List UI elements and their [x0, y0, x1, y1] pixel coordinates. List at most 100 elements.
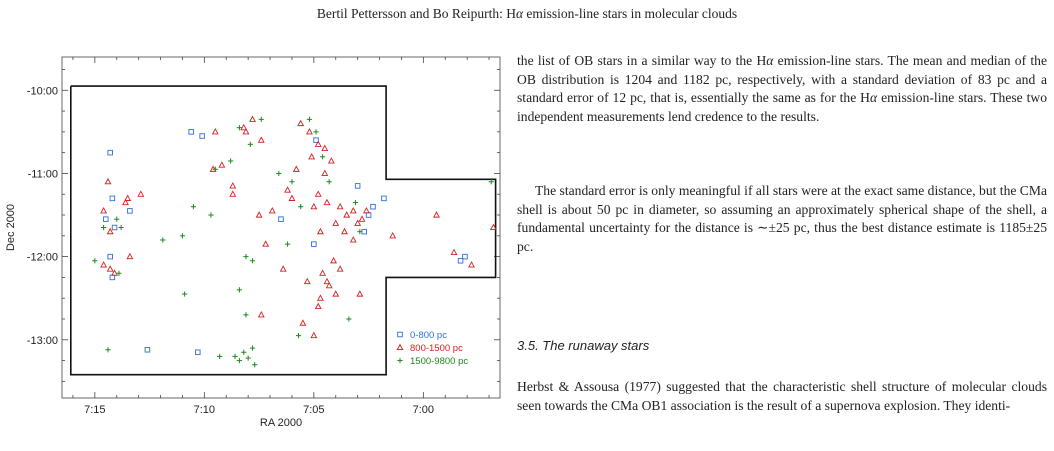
x-tick-label: 7:05 — [303, 404, 324, 416]
legend-label: 1500-9800 pc — [410, 356, 468, 367]
data-points — [92, 115, 497, 368]
data-point — [352, 199, 359, 206]
p1-part-c: emission-line stars. These two independe… — [517, 90, 1048, 124]
data-point — [361, 228, 367, 235]
series-triangle — [100, 115, 497, 339]
axis-labels: 7:15 7:10 7:05 7:00 -10:00 -11:00 -12:00 -13:00… — [5, 85, 434, 429]
legend-marker — [396, 343, 404, 351]
data-point — [211, 128, 219, 135]
plot-frame — [61, 56, 501, 399]
data-point — [468, 261, 475, 268]
data-point — [349, 236, 357, 243]
data-point — [327, 157, 335, 164]
data-point — [122, 198, 129, 206]
data-point — [354, 219, 362, 226]
data-point — [433, 211, 440, 218]
data-point — [306, 116, 313, 122]
data-point — [195, 349, 201, 356]
data-point — [268, 207, 276, 214]
data-point — [332, 219, 340, 226]
data-point — [308, 152, 316, 160]
data-point — [240, 123, 248, 131]
legend-marker — [397, 331, 403, 338]
data-point — [320, 154, 326, 160]
data-point — [144, 347, 151, 353]
header-title-post: emission-line stars in molecular clouds — [523, 6, 738, 21]
data-point — [243, 312, 249, 318]
data-point — [111, 224, 118, 231]
data-point — [107, 149, 113, 156]
p1-alpha: α — [766, 53, 774, 68]
data-point — [314, 140, 322, 147]
legend: 0-800 pc 800-1500 pc 1500-9800 pc — [396, 330, 468, 367]
data-point — [109, 195, 116, 202]
data-point — [323, 277, 331, 285]
data-point — [292, 165, 300, 172]
data-point — [279, 265, 287, 272]
legend-label: 0-800 pc — [410, 330, 447, 341]
data-point — [356, 290, 364, 297]
data-point — [228, 158, 234, 164]
data-point — [100, 207, 108, 214]
data-point — [255, 211, 263, 218]
data-point — [321, 169, 329, 176]
data-point — [236, 125, 242, 131]
x-tick-label: 7:00 — [413, 404, 434, 416]
data-point — [323, 198, 331, 206]
data-point — [316, 227, 324, 235]
data-point — [236, 287, 242, 293]
x-tick-label: 7:15 — [84, 404, 105, 416]
data-point — [247, 141, 253, 147]
data-point — [188, 129, 194, 135]
header-title-pre: H — [506, 6, 516, 21]
survey-boundary-line — [70, 85, 497, 376]
data-point — [358, 215, 366, 222]
data-point — [243, 254, 249, 260]
data-point — [124, 194, 132, 201]
data-point — [218, 161, 226, 168]
p1-part-b: emission-line stars. The mean and median… — [517, 53, 1047, 105]
data-point — [314, 190, 322, 197]
data-point — [232, 353, 238, 360]
data-point — [298, 204, 304, 210]
data-point — [295, 333, 302, 339]
data-point — [229, 190, 237, 197]
data-point — [349, 207, 357, 214]
data-point — [332, 290, 340, 297]
data-point — [245, 355, 251, 361]
data-point — [118, 224, 124, 231]
data-point — [450, 248, 458, 256]
paragraph-1: the list of OB stars in a similar way to… — [517, 52, 1047, 126]
data-point — [103, 216, 109, 222]
header-authors: Bertil Pettersson and Bo Reipurth: — [316, 6, 503, 21]
data-point — [249, 115, 256, 122]
data-point — [105, 347, 111, 353]
legend-label: 800-1500 pc — [410, 343, 463, 354]
x-axis-label: RA 2000 — [260, 417, 302, 429]
data-point — [284, 186, 292, 193]
data-point — [276, 170, 282, 177]
data-point — [314, 302, 322, 310]
p1-part-a: the list of OB stars in a similar way to… — [517, 53, 767, 68]
data-point — [457, 258, 464, 264]
data-point — [92, 258, 98, 264]
data-point — [313, 129, 319, 135]
data-point — [330, 256, 338, 264]
data-point — [319, 269, 327, 276]
data-point — [126, 252, 134, 260]
data-point — [249, 345, 256, 351]
data-point — [289, 179, 295, 185]
plot-border — [61, 56, 501, 399]
data-point — [321, 144, 329, 152]
x-tick-label: 7:10 — [194, 404, 215, 416]
data-point — [343, 211, 351, 218]
legend-marker — [397, 357, 403, 364]
data-point — [242, 128, 250, 135]
data-point — [114, 216, 120, 222]
data-point — [106, 265, 114, 272]
y-tick-label: -11:00 — [28, 168, 58, 180]
data-point — [217, 353, 223, 360]
data-point — [111, 269, 119, 276]
data-point — [160, 237, 166, 243]
data-point — [179, 233, 186, 239]
